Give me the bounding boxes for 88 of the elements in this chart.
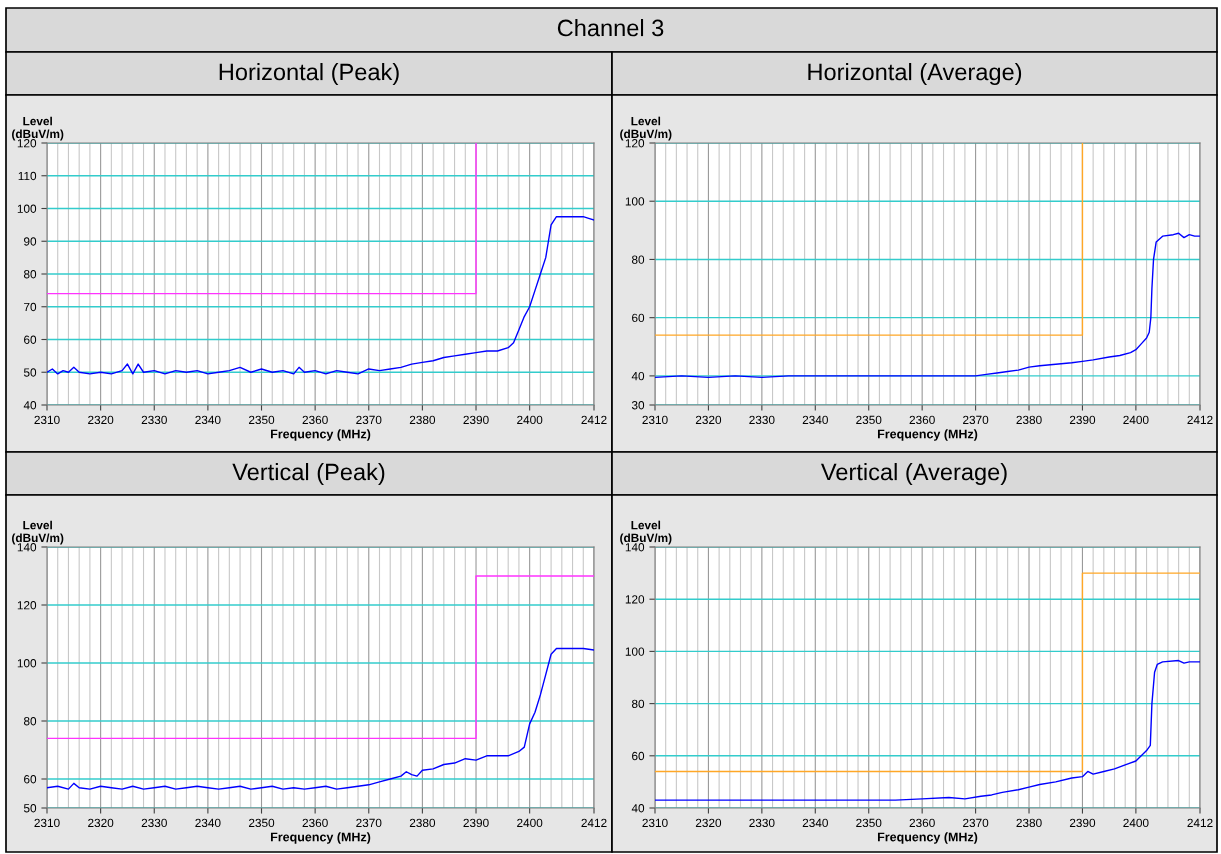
x-axis-title: Frequency (MHz) xyxy=(877,832,978,844)
x-tick-label: 2380 xyxy=(409,818,436,828)
y-tick-label: 80 xyxy=(23,270,37,279)
line-series xyxy=(47,215,594,375)
y-tick-label: 30 xyxy=(631,401,645,410)
y-tick-label: 140 xyxy=(17,543,37,552)
x-tick-label: 2310 xyxy=(642,415,668,425)
line-series xyxy=(47,647,594,790)
y-tick-label: 50 xyxy=(23,804,37,813)
x-tick-label: 2350 xyxy=(856,818,882,828)
y-tick-label: 120 xyxy=(625,139,645,148)
x-tick-label: 2390 xyxy=(463,818,489,828)
y-tick-label: 100 xyxy=(625,197,645,206)
x-tick-label: 2350 xyxy=(856,415,882,425)
x-axis-title: Frequency (MHz) xyxy=(270,429,371,441)
y-tick-label: 120 xyxy=(17,139,37,148)
chart-title: Vertical (Average) xyxy=(820,462,1007,485)
x-tick-label: 2310 xyxy=(34,818,60,828)
y-tick-label: 70 xyxy=(24,302,37,312)
y-tick-label: 100 xyxy=(625,647,645,656)
x-tick-label: 2330 xyxy=(749,415,775,425)
x-tick-label: 2412 xyxy=(1187,415,1213,424)
x-tick-label: 2390 xyxy=(1069,415,1096,425)
y-tick-label: 60 xyxy=(24,335,37,344)
y-tick-label: 120 xyxy=(17,601,37,610)
y-tick-label: 60 xyxy=(632,313,645,323)
x-tick-label: 2340 xyxy=(802,415,828,425)
x-tick-label: 2330 xyxy=(141,415,167,425)
x-tick-label: 2412 xyxy=(581,415,607,424)
x-tick-label: 2340 xyxy=(195,415,221,425)
x-tick-label: 2400 xyxy=(517,818,543,828)
x-tick-label: 2390 xyxy=(463,415,489,425)
x-tick-label: 2320 xyxy=(88,818,114,828)
y-axis-title: Level (dBuV/m) xyxy=(620,520,672,545)
y-tick-label: 50 xyxy=(23,368,37,377)
x-tick-label: 2412 xyxy=(581,818,607,827)
y-axis-title: Level (dBuV/m) xyxy=(12,520,64,545)
x-tick-label: 2400 xyxy=(517,415,543,425)
y-tick-label: 40 xyxy=(23,401,37,410)
x-tick-label: 2370 xyxy=(963,415,989,425)
x-tick-label: 2412 xyxy=(1187,818,1213,827)
x-tick-label: 2360 xyxy=(909,818,935,828)
y-tick-label: 100 xyxy=(17,204,37,213)
x-axis-title: Frequency (MHz) xyxy=(877,429,978,441)
x-tick-label: 2310 xyxy=(642,818,668,828)
y-tick-label: 140 xyxy=(625,543,645,552)
y-axis-title: Level (dBuV/m) xyxy=(620,116,672,141)
chart-title: Horizontal (Average) xyxy=(808,63,1022,85)
y-axis-title: Level (dBuV/m) xyxy=(12,116,64,141)
y-tick-label: 80 xyxy=(23,717,37,726)
y-tick-label: 40 xyxy=(631,371,645,381)
x-tick-label: 2330 xyxy=(749,818,775,828)
x-tick-label: 2380 xyxy=(1016,415,1042,425)
y-tick-label: 80 xyxy=(631,255,645,264)
x-tick-label: 2370 xyxy=(356,415,382,425)
x-tick-label: 2400 xyxy=(1123,818,1149,828)
text: Channel 3 xyxy=(557,19,664,37)
line-series xyxy=(655,232,1200,379)
y-tick-label: 60 xyxy=(24,775,37,784)
x-tick-label: 2320 xyxy=(88,415,114,425)
x-tick-label: 2360 xyxy=(302,415,328,425)
x-tick-label: 2390 xyxy=(1069,818,1096,828)
x-tick-label: 2370 xyxy=(356,818,382,828)
x-tick-label: 2340 xyxy=(195,818,221,828)
x-tick-label: 2380 xyxy=(1016,818,1042,828)
x-tick-label: 2310 xyxy=(34,415,60,425)
y-tick-label: 40 xyxy=(631,804,645,813)
x-tick-label: 2370 xyxy=(963,818,989,828)
x-tick-label: 2380 xyxy=(409,415,436,425)
y-tick-label: 60 xyxy=(632,751,645,761)
x-tick-label: 2320 xyxy=(695,818,722,828)
y-tick-label: 80 xyxy=(631,699,645,708)
y-tick-label: 100 xyxy=(17,659,37,668)
x-tick-label: 2340 xyxy=(802,818,828,828)
line-series xyxy=(655,659,1200,801)
y-tick-label: 120 xyxy=(625,595,645,604)
x-axis-title: Frequency (MHz) xyxy=(270,832,371,844)
x-tick-label: 2400 xyxy=(1123,415,1149,425)
y-tick-label: 110 xyxy=(18,171,37,181)
chart-title: Horizontal (Peak) xyxy=(219,63,399,85)
x-tick-label: 2320 xyxy=(695,415,722,425)
x-tick-label: 2360 xyxy=(909,415,935,425)
x-tick-label: 2350 xyxy=(248,415,275,425)
y-tick-label: 90 xyxy=(24,237,37,246)
x-tick-label: 2330 xyxy=(141,818,167,828)
chart-title: Vertical (Peak) xyxy=(232,462,385,485)
x-tick-label: 2360 xyxy=(302,818,328,828)
x-tick-label: 2350 xyxy=(248,818,275,828)
